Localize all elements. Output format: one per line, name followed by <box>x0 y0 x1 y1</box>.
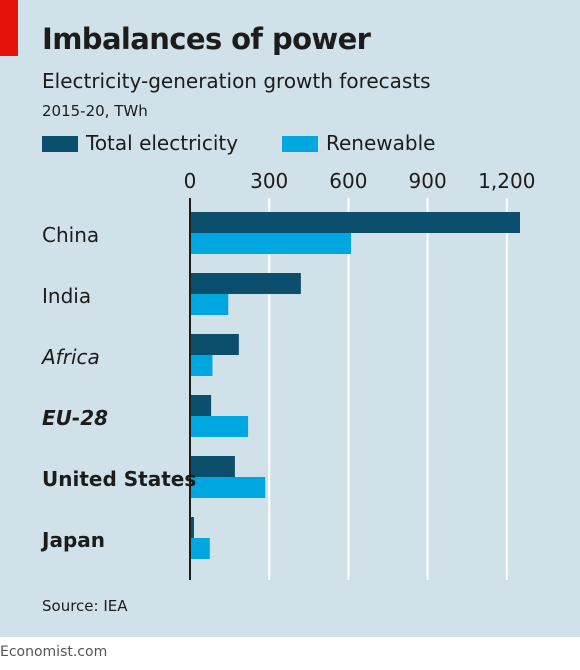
bar-renewable-africa <box>190 355 213 376</box>
chart-subtitle: Electricity-generation growth forecasts <box>42 69 431 93</box>
source-note: Source: IEA <box>42 597 128 615</box>
bar-total-africa <box>190 334 239 355</box>
legend-swatch-total <box>42 136 78 152</box>
bar-total-eu-28 <box>190 395 212 416</box>
bar-renewable-united-states <box>190 477 266 498</box>
bar-renewable-japan <box>190 538 210 559</box>
x-tick-label-0: 0 <box>184 169 197 193</box>
x-tick-label-1: 300 <box>250 169 288 193</box>
bar-total-india <box>190 273 301 294</box>
category-label-united-states: United States <box>42 467 196 491</box>
bar-renewable-india <box>190 294 229 315</box>
bar-renewable-china <box>190 233 352 254</box>
bar-renewable-eu-28 <box>190 416 249 437</box>
brand-red-tab <box>0 0 18 56</box>
legend-swatch-renewable <box>282 136 318 152</box>
bar-chart: 0 300 600 900 1,200 China India Africa EU-28 Unit… <box>40 169 535 580</box>
brand-footer: Economist.com <box>0 644 108 660</box>
legend-label-total: Total electricity <box>86 131 239 155</box>
category-label-india: India <box>42 284 91 308</box>
legend-label-renewable: Renewable <box>326 131 436 155</box>
bar-total-united-states <box>190 456 235 477</box>
x-tick-label-4: 1,200 <box>478 169 535 193</box>
category-label-china: China <box>42 223 99 247</box>
bar-total-china <box>190 212 520 233</box>
category-label-africa: Africa <box>40 345 100 369</box>
chart-background <box>0 0 580 637</box>
chart-units: 2015-20, TWh <box>42 102 148 120</box>
category-label-eu-28: EU-28 <box>42 406 108 430</box>
bar-total-japan <box>190 517 194 538</box>
category-label-japan: Japan <box>40 528 105 552</box>
x-tick-label-3: 900 <box>409 169 447 193</box>
x-tick-label-2: 600 <box>329 169 367 193</box>
chart-title: Imbalances of power <box>42 22 371 56</box>
